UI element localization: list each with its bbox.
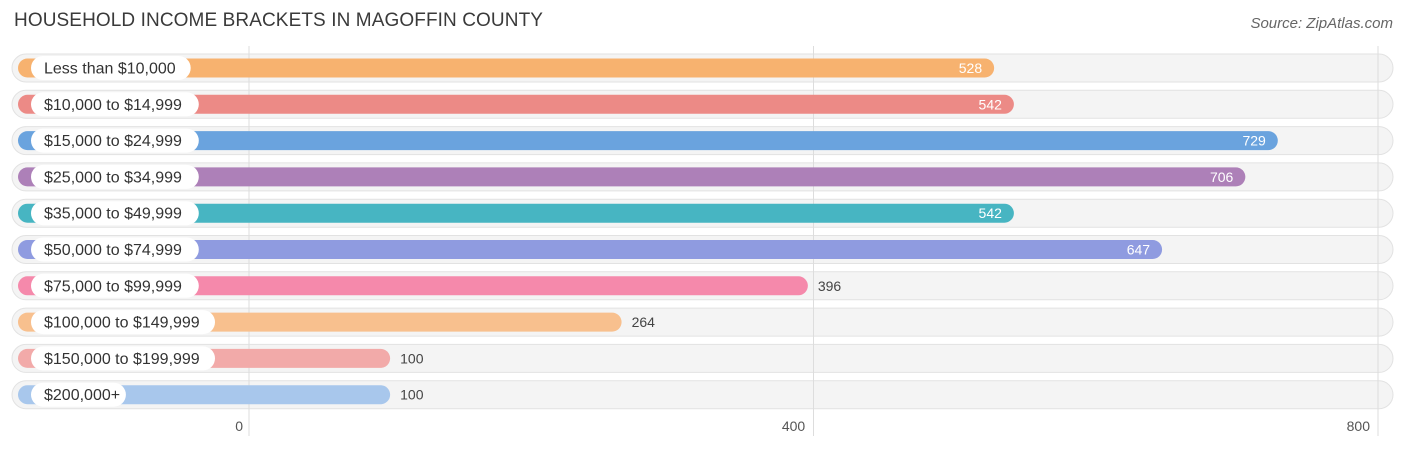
- bar: [18, 131, 1278, 151]
- category-label-pill: [31, 273, 199, 298]
- value-label: 100: [400, 350, 424, 366]
- category-label: $75,000 to $99,999: [44, 278, 182, 295]
- category-label: $25,000 to $34,999: [44, 169, 182, 186]
- value-label: 528: [959, 60, 983, 76]
- category-label-pill: [31, 382, 126, 407]
- chart-title: HOUSEHOLD INCOME BRACKETS IN MAGOFFIN CO…: [14, 10, 544, 31]
- category-label: $150,000 to $199,999: [44, 351, 200, 368]
- value-label: 729: [1242, 133, 1266, 149]
- value-label: 264: [632, 314, 656, 330]
- category-label-pill: [31, 128, 199, 153]
- axis-tick-label: 400: [782, 418, 806, 434]
- bar: [18, 276, 808, 296]
- category-label: $50,000 to $74,999: [44, 242, 182, 259]
- bar: [18, 240, 1163, 259]
- source-credit: Source: ZipAtlas.com: [1250, 15, 1393, 32]
- bar: [18, 203, 1014, 223]
- category-label: $200,000+: [44, 387, 120, 404]
- category-label: $15,000 to $24,999: [44, 133, 182, 150]
- category-label-pill: [31, 92, 199, 117]
- value-label: 706: [1210, 169, 1234, 185]
- value-label: 396: [818, 278, 842, 294]
- value-label: 647: [1127, 242, 1151, 258]
- axis-tick-label: 800: [1347, 418, 1371, 434]
- category-label: $35,000 to $49,999: [44, 206, 182, 223]
- value-label: 542: [979, 205, 1003, 221]
- bar: [18, 94, 1014, 114]
- category-label-pill: [31, 164, 199, 189]
- category-label-pill: [31, 237, 199, 262]
- category-label: $10,000 to $14,999: [44, 97, 182, 114]
- category-label: Less than $10,000: [44, 61, 176, 78]
- category-label: $100,000 to $149,999: [44, 315, 200, 332]
- bar: [18, 167, 1246, 187]
- bar: [18, 58, 995, 78]
- value-label: 100: [400, 387, 424, 403]
- category-label-pill: [31, 310, 215, 335]
- category-label-pill: [31, 201, 199, 226]
- category-label-pill: [31, 346, 215, 371]
- axis-tick-label: 0: [235, 418, 243, 434]
- value-label: 542: [979, 96, 1003, 112]
- category-label-pill: [31, 56, 191, 80]
